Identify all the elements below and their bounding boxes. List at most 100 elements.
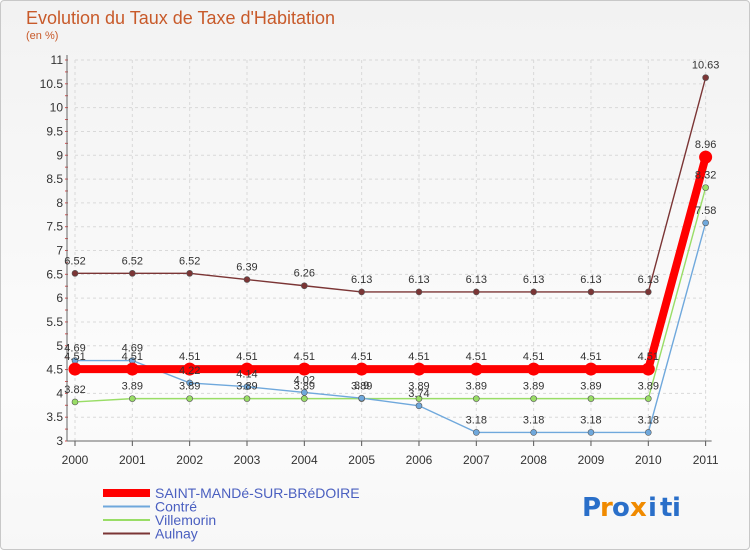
y-tick-label: 7.5 (46, 220, 63, 234)
x-tick-label: 2003 (234, 453, 261, 467)
data-point (125, 362, 139, 376)
data-label: 3.89 (580, 381, 601, 393)
data-point (301, 389, 308, 396)
logo-letter: t (660, 493, 672, 523)
y-tick-label: 3.5 (46, 410, 63, 424)
data-point (68, 362, 82, 376)
data-label: 6.52 (64, 255, 85, 267)
y-tick-label: 5 (56, 339, 63, 353)
x-tick-label: 2008 (520, 453, 547, 467)
data-point (644, 395, 652, 402)
data-point (243, 276, 251, 283)
x-tick-label: 2002 (176, 453, 203, 467)
data-label: 6.13 (523, 274, 544, 286)
data-label: 4.51 (179, 351, 200, 363)
x-tick-label: 2006 (406, 453, 433, 467)
series-line-0 (75, 156, 710, 374)
data-point (297, 362, 311, 376)
data-point (358, 394, 365, 402)
data-label: 4.22 (179, 365, 200, 377)
data-point (71, 270, 79, 277)
data-label: 4.14 (236, 369, 257, 381)
data-point (415, 288, 423, 296)
y-tick-label: 5.5 (46, 315, 63, 329)
data-label: 3.18 (580, 414, 601, 426)
logo-letter: P (582, 493, 601, 523)
y-tick-label: 4 (56, 386, 63, 400)
data-label: 6.13 (580, 274, 601, 286)
data-label: 3.89 (408, 381, 429, 393)
x-tick-label: 2011 (693, 453, 719, 467)
data-point (355, 362, 369, 376)
data-label: 4.51 (294, 351, 315, 363)
data-label: 4.51 (580, 351, 601, 363)
data-point (358, 288, 365, 296)
y-tick-label: 11 (51, 53, 64, 67)
data-point (301, 282, 308, 290)
data-point (469, 362, 483, 376)
data-label: 4.51 (408, 351, 429, 363)
data-point (243, 383, 251, 391)
logo-letter: r (600, 493, 613, 523)
data-label: 6.52 (122, 255, 143, 267)
y-tick-label: 10.5 (40, 77, 64, 91)
data-point (587, 395, 595, 402)
data-label: 4.69 (122, 343, 143, 355)
data-label: 4.51 (351, 351, 372, 363)
logo-letter: x (630, 493, 647, 523)
proxiti-logo: Pr o x i t i (582, 493, 681, 523)
y-tick-label: 3 (56, 434, 63, 448)
data-label: 3.74 (408, 388, 429, 400)
data-point (702, 219, 709, 227)
data-point (644, 429, 652, 436)
data-point (240, 362, 254, 376)
data-label: 10.63 (692, 60, 720, 72)
y-tick-label: 8.5 (46, 172, 63, 186)
data-point (473, 288, 480, 296)
data-label: 3.18 (638, 414, 659, 426)
data-point (530, 288, 537, 296)
data-label: 7.58 (695, 205, 716, 217)
data-label: 4.51 (64, 351, 85, 363)
data-point (587, 288, 595, 296)
legend-label-3: Aulnay (155, 526, 198, 542)
legend: SAINT-MANDé-SUR-BRéDOIREContréVillemorin… (103, 485, 360, 542)
data-point (412, 362, 426, 376)
data-label: 3.18 (466, 414, 487, 426)
logo-letter: i (648, 493, 657, 523)
x-tick-label: 2001 (119, 453, 146, 467)
y-tick-label: 6.5 (46, 267, 63, 281)
data-point (702, 184, 709, 191)
data-label: 4.51 (638, 351, 659, 363)
data-point (415, 402, 423, 410)
data-label: 3.89 (236, 381, 257, 393)
axes: 33.544.555.566.577.588.599.51010.5112000… (40, 53, 719, 467)
data-label: 3.18 (523, 414, 544, 426)
data-point (243, 395, 251, 402)
data-label: 4.51 (466, 351, 487, 363)
chart-title: Evolution du Taux de Taxe d'Habitation (26, 8, 335, 28)
data-label: 3.89 (523, 381, 544, 393)
data-label: 3.89 (122, 381, 143, 393)
data-label: 4.02 (294, 374, 315, 386)
data-label: 3.9 (354, 380, 369, 392)
data-label: 8.96 (695, 139, 716, 151)
x-tick-label: 2000 (62, 453, 89, 467)
data-label: 6.13 (466, 274, 487, 286)
data-point (641, 362, 655, 376)
y-tick-label: 6 (56, 291, 63, 305)
logo-letter: o (612, 493, 630, 523)
data-labels: 4.51 4.51 4.51 4.51 4.51 4.51 4.51 4.51 4.51 4.51… (64, 60, 719, 427)
data-point (301, 395, 308, 402)
series-line-1 (75, 222, 707, 434)
data-point (186, 395, 193, 402)
data-label: 6.26 (294, 268, 315, 280)
data-label: 4.69 (64, 343, 85, 355)
x-tick-label: 2009 (578, 453, 605, 467)
y-tick-label: 8 (56, 196, 63, 210)
x-tick-label: 2004 (291, 453, 318, 467)
data-point (129, 270, 136, 277)
series-layer (68, 74, 713, 436)
legend-label-2: Villemorin (155, 512, 216, 528)
